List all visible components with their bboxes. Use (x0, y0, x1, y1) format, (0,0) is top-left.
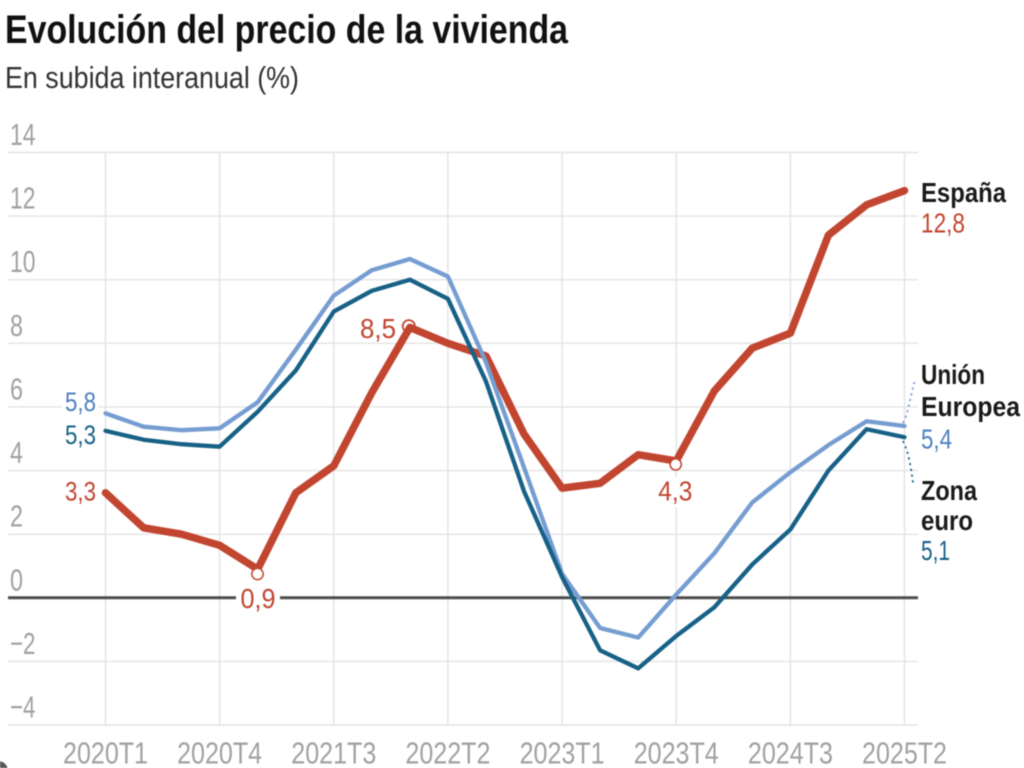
svg-text:2020T1: 2020T1 (63, 736, 148, 768)
svg-text:2023T1: 2023T1 (520, 736, 605, 768)
svg-text:−2: −2 (10, 626, 36, 661)
svg-text:2020T4: 2020T4 (177, 736, 262, 768)
svg-text:5,3: 5,3 (65, 420, 96, 450)
svg-text:Zona: Zona (921, 475, 977, 506)
svg-text:euro: euro (921, 505, 973, 536)
svg-text:En subida interanual (%): En subida interanual (%) (5, 61, 299, 95)
svg-text:14: 14 (10, 117, 36, 152)
svg-text:12,8: 12,8 (921, 208, 965, 239)
svg-text:2025T2: 2025T2 (862, 736, 947, 768)
svg-text:12: 12 (10, 181, 36, 216)
svg-text:8: 8 (10, 308, 23, 343)
svg-text:5,1: 5,1 (921, 535, 950, 566)
svg-text:10: 10 (10, 244, 36, 279)
svg-text:4: 4 (10, 435, 23, 470)
svg-text:4,3: 4,3 (658, 476, 692, 507)
svg-text:2021T3: 2021T3 (291, 736, 376, 768)
svg-text:Europea: Europea (921, 391, 1020, 422)
svg-text:6: 6 (10, 371, 23, 406)
svg-text:Unión: Unión (921, 359, 985, 390)
svg-text:2022T2: 2022T2 (405, 736, 490, 768)
svg-text:3,3: 3,3 (65, 477, 96, 507)
svg-text:2023T4: 2023T4 (634, 736, 719, 768)
svg-text:2: 2 (10, 499, 23, 534)
svg-text:5,4: 5,4 (921, 424, 952, 455)
svg-text:España: España (921, 177, 1006, 208)
svg-text:−4: −4 (10, 690, 36, 725)
svg-text:0,9: 0,9 (241, 583, 276, 614)
svg-text:8,5: 8,5 (360, 313, 396, 344)
svg-text:Evolución del precio de la viv: Evolución del precio de la vivienda (5, 8, 569, 52)
svg-text:5,8: 5,8 (65, 387, 96, 417)
svg-text:2024T3: 2024T3 (748, 736, 833, 768)
svg-text:0: 0 (10, 562, 23, 597)
